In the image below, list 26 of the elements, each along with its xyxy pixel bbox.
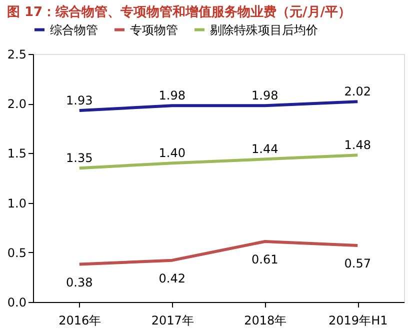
- y-tick-label: 0.5: [7, 246, 26, 260]
- x-tick-label: 2016年: [58, 314, 102, 328]
- x-tick-label: 2018年: [244, 314, 287, 328]
- data-label: 0.61: [252, 252, 278, 266]
- y-tick-label: 2.5: [7, 48, 26, 62]
- data-label: 1.98: [252, 88, 278, 103]
- y-tick-label: 2.0: [7, 97, 26, 112]
- data-label: 1.48: [344, 138, 371, 152]
- data-label: 1.35: [66, 151, 93, 166]
- y-tick-label: 1.5: [7, 146, 26, 161]
- data-label: 0.42: [158, 271, 186, 286]
- data-label: 1.93: [66, 94, 93, 108]
- data-label: 1.98: [158, 88, 186, 103]
- data-label: 2.02: [344, 84, 371, 99]
- legend-label: 剔除特殊项目后均价: [210, 22, 318, 37]
- x-tick-label: 2017年: [151, 314, 194, 328]
- chart-title: 图 17：综合物管、专项物管和增值服务物业费（元/月/平）: [6, 4, 352, 20]
- y-tick-label: 0.0: [7, 296, 26, 310]
- data-label: 0.38: [66, 275, 93, 290]
- x-tick-label: 2019年H1: [328, 314, 388, 328]
- data-label: 0.57: [344, 256, 371, 270]
- legend-label: 专项物管: [130, 22, 178, 37]
- legend-label: 综合物管: [50, 22, 98, 37]
- data-label: 1.44: [252, 142, 278, 156]
- y-tick-label: 1.0: [7, 196, 26, 210]
- data-label: 1.40: [158, 146, 186, 160]
